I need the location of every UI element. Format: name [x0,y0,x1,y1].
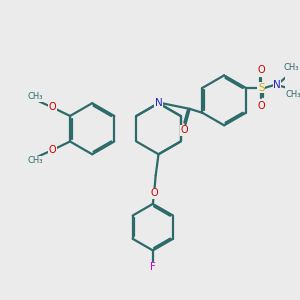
Text: O: O [49,102,56,112]
Text: O: O [180,125,188,135]
Text: O: O [49,145,56,155]
Text: CH₃: CH₃ [284,63,299,72]
Text: N: N [154,98,162,108]
Text: CH₃: CH₃ [28,156,43,165]
Text: CH₃: CH₃ [285,91,300,100]
Text: F: F [150,262,156,272]
Text: CH₃: CH₃ [28,92,43,101]
Text: O: O [257,101,265,111]
Text: N: N [273,80,281,90]
Text: S: S [258,83,265,93]
Text: O: O [150,188,158,198]
Text: O: O [257,65,265,75]
